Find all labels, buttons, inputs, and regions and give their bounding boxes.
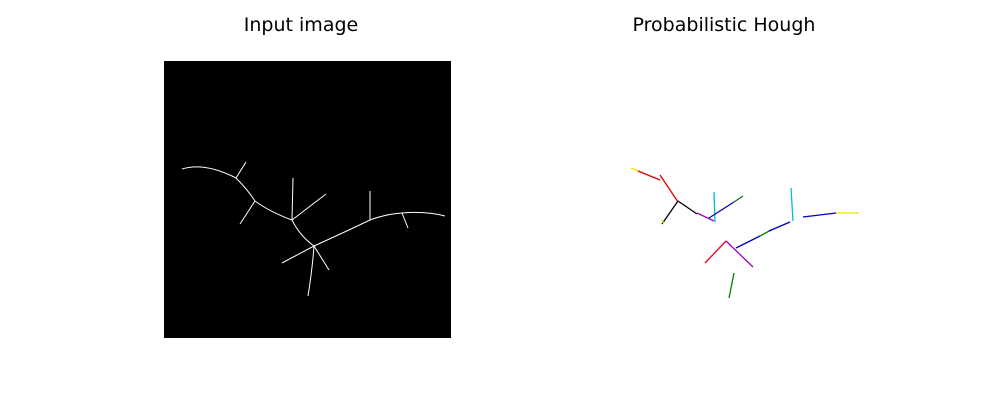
input-image-background	[164, 61, 451, 338]
hough-segment	[704, 240, 727, 264]
skeleton-branch	[235, 177, 256, 202]
hough-segment	[661, 200, 679, 225]
input-image-title: Input image	[243, 14, 359, 36]
skeleton-branch	[313, 219, 371, 247]
hough-segment	[708, 201, 735, 219]
skeleton-branch	[235, 161, 247, 179]
skeleton-lines	[181, 161, 446, 297]
hough-segment	[661, 219, 665, 225]
hough-segment	[768, 221, 791, 232]
probabilistic-hough-title: Probabilistic Hough	[632, 14, 816, 36]
hough-segment	[659, 174, 679, 203]
skeleton-branch	[291, 193, 327, 221]
skeleton-branch	[307, 245, 315, 297]
input-image-panel	[164, 61, 451, 338]
skeleton-branch	[313, 245, 330, 271]
skeleton-branch	[254, 200, 293, 221]
hough-segment	[677, 200, 698, 215]
skeleton-branch	[369, 212, 403, 221]
hough-segment	[802, 212, 837, 218]
skeleton-branch	[401, 211, 446, 217]
hough-segment	[790, 187, 794, 222]
skeleton-branch	[291, 219, 315, 247]
hough-segment	[725, 240, 754, 268]
skeleton-branch	[181, 166, 237, 179]
hough-panel	[630, 167, 859, 299]
skeleton-branch	[239, 200, 256, 225]
hough-segment	[735, 235, 761, 249]
hough-segment	[696, 212, 715, 222]
hough-segment	[637, 170, 661, 181]
hough-segment	[733, 195, 744, 203]
hough-segment	[713, 191, 716, 223]
hough-segment	[728, 272, 735, 299]
skeleton-branch	[401, 212, 409, 229]
skeleton-branch	[281, 245, 315, 264]
skeleton-branch	[291, 177, 294, 221]
